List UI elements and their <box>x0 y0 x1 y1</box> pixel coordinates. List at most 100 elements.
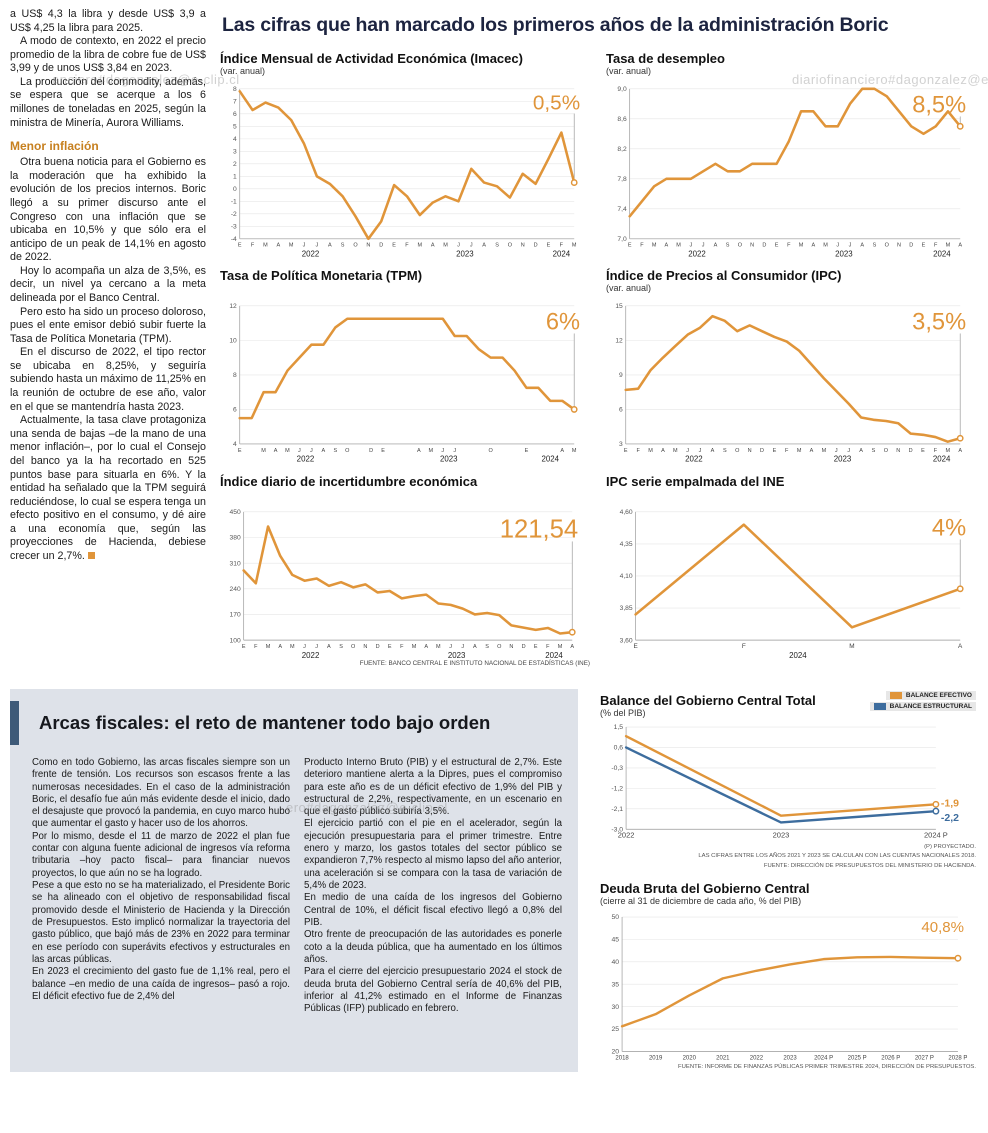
svg-text:8: 8 <box>233 373 237 380</box>
svg-text:7,0: 7,0 <box>617 236 627 243</box>
svg-text:6: 6 <box>619 407 623 414</box>
svg-text:S: S <box>723 448 727 454</box>
svg-text:D: D <box>909 243 913 249</box>
svg-text:8,5%: 8,5% <box>912 93 966 119</box>
svg-text:40,8%: 40,8% <box>921 919 964 936</box>
svg-text:E: E <box>633 643 637 650</box>
svg-text:F: F <box>546 644 550 650</box>
svg-text:A: A <box>860 243 864 249</box>
charts-section: Las cifras que han marcado los primeros … <box>220 8 976 667</box>
svg-text:M: M <box>572 448 577 454</box>
svg-text:4%: 4% <box>932 516 966 542</box>
svg-text:J: J <box>836 243 839 249</box>
balance-title-block: Balance del Gobierno Central Total (% de… <box>600 689 816 719</box>
svg-text:3: 3 <box>233 148 237 155</box>
svg-text:N: N <box>521 243 525 249</box>
fiscal-paragraph: Pese a que esto no se ha materializado, … <box>32 880 290 965</box>
chart-card-imacec: Índice Mensual de Actividad Económica (I… <box>220 47 590 262</box>
svg-text:F: F <box>934 448 938 454</box>
svg-text:J: J <box>686 448 689 454</box>
article-paragraph: Actualmente, la tasa clave protagoniza u… <box>10 414 206 563</box>
svg-text:S: S <box>339 644 343 650</box>
svg-text:E: E <box>922 243 926 249</box>
svg-text:A: A <box>276 243 280 249</box>
svg-text:50: 50 <box>612 914 620 921</box>
svg-text:2024: 2024 <box>545 651 563 660</box>
svg-text:J: J <box>315 644 318 650</box>
chart-subtitle: (cierre al 31 de diciembre de cada año, … <box>600 895 802 906</box>
svg-text:M: M <box>945 448 950 454</box>
svg-text:O: O <box>884 448 889 454</box>
footnote: LAS CIFRAS ENTRE LOS AÑOS 2021 Y 2023 SE… <box>698 853 976 860</box>
top-section: a US$ 4,3 la libra y desde US$ 3,9 a US$… <box>10 8 976 667</box>
fiscal-paragraph: El ejercicio partió con el pie en el ace… <box>304 818 562 892</box>
svg-text:3,85: 3,85 <box>620 605 633 612</box>
svg-text:J: J <box>699 448 702 454</box>
svg-text:A: A <box>811 243 815 249</box>
article-paragraph: Pero esto ha sido un proceso doloroso, p… <box>10 305 206 345</box>
chart-title: Índice Mensual de Actividad Económica (I… <box>220 51 523 66</box>
chart-card-ipc-empalmada: IPC serie empalmada del INE 4,60 4,35 4,10… <box>606 470 976 667</box>
svg-text:E: E <box>238 448 242 454</box>
svg-text:30: 30 <box>612 1003 620 1010</box>
article-subhead: Menor inflación <box>10 139 99 154</box>
svg-text:M: M <box>263 243 268 249</box>
svg-text:A: A <box>810 448 814 454</box>
svg-text:J: J <box>453 448 456 454</box>
tpm-chart: 12 10 8 6 4 E M A M J J A S O D E A M J J O E A M 2022 2023 2024 6% <box>220 294 590 468</box>
footnote: (P) PROYECTADO. <box>924 844 976 851</box>
svg-text:A: A <box>958 243 962 249</box>
svg-text:M: M <box>417 243 422 249</box>
svg-text:A: A <box>661 448 665 454</box>
svg-text:9: 9 <box>619 373 623 380</box>
fiscal-paragraph: Para el cierre del ejercicio presupuesta… <box>304 966 562 1015</box>
svg-text:8,2: 8,2 <box>617 146 627 153</box>
deuda-chart: 50 45 40 35 30 25 20 2018 2019 2020 2021 2022 2023 20… <box>600 907 976 1065</box>
chart-title: Deuda Bruta del Gobierno Central <box>600 880 810 896</box>
svg-text:A: A <box>417 448 421 454</box>
svg-text:E: E <box>392 243 396 249</box>
svg-text:2028 P: 2028 P <box>948 1055 967 1061</box>
svg-text:9,0: 9,0 <box>617 86 627 93</box>
svg-text:M: M <box>946 243 951 249</box>
svg-text:M: M <box>285 448 290 454</box>
svg-text:A: A <box>570 644 574 650</box>
svg-text:F: F <box>934 243 938 249</box>
legend-label: BALANCE EFECTIVO <box>905 691 972 699</box>
chart-subtitle <box>220 283 590 294</box>
chart-card-desempleo: Tasa de desempleo (var. anual) 9,0 8,6 8,2… <box>606 47 976 262</box>
svg-text:-2,1: -2,1 <box>611 806 623 813</box>
svg-text:2024 P: 2024 P <box>924 830 948 839</box>
svg-text:2018: 2018 <box>615 1055 629 1061</box>
svg-text:A: A <box>711 448 715 454</box>
svg-text:J: J <box>303 644 306 650</box>
fiscal-paragraph: Otro frente de preocupación de las autor… <box>304 929 562 965</box>
footnote: FUENTE: INFORME DE FINANZAS PÚBLICAS PRI… <box>678 1064 976 1071</box>
svg-text:A: A <box>958 643 963 650</box>
svg-text:O: O <box>345 448 350 454</box>
svg-text:4,35: 4,35 <box>620 541 633 548</box>
fiscal-paragraph: En 2023 el crecimiento del gasto fue de … <box>32 966 290 1002</box>
svg-text:E: E <box>628 243 632 249</box>
svg-text:A: A <box>473 644 477 650</box>
svg-text:A: A <box>714 243 718 249</box>
svg-text:5: 5 <box>233 124 237 131</box>
svg-text:2023: 2023 <box>440 455 458 464</box>
fiscal-panel: Arcas fiscales: el reto de mantener todo… <box>10 688 578 1073</box>
svg-text:M: M <box>412 644 417 650</box>
legend-swatch-efectivo <box>889 691 902 699</box>
svg-text:M: M <box>436 644 441 650</box>
svg-text:D: D <box>762 243 766 249</box>
chart-title: Índice diario de incertidumbre económica <box>220 474 478 490</box>
svg-text:6: 6 <box>233 111 237 118</box>
svg-text:F: F <box>405 243 409 249</box>
svg-text:E: E <box>921 448 925 454</box>
svg-text:2024: 2024 <box>789 651 807 660</box>
svg-text:2024: 2024 <box>933 250 951 259</box>
ipc-empalmada-chart: 4,60 4,35 4,10 3,85 3,60 E F M A 2024 4% <box>606 500 976 664</box>
svg-text:2023: 2023 <box>448 651 466 660</box>
svg-text:O: O <box>351 644 356 650</box>
svg-text:2: 2 <box>233 161 237 168</box>
charts-grid: Índice Mensual de Actividad Económica (I… <box>220 47 976 667</box>
fiscal-headline: Arcas fiscales: el reto de mantener todo… <box>39 711 491 733</box>
